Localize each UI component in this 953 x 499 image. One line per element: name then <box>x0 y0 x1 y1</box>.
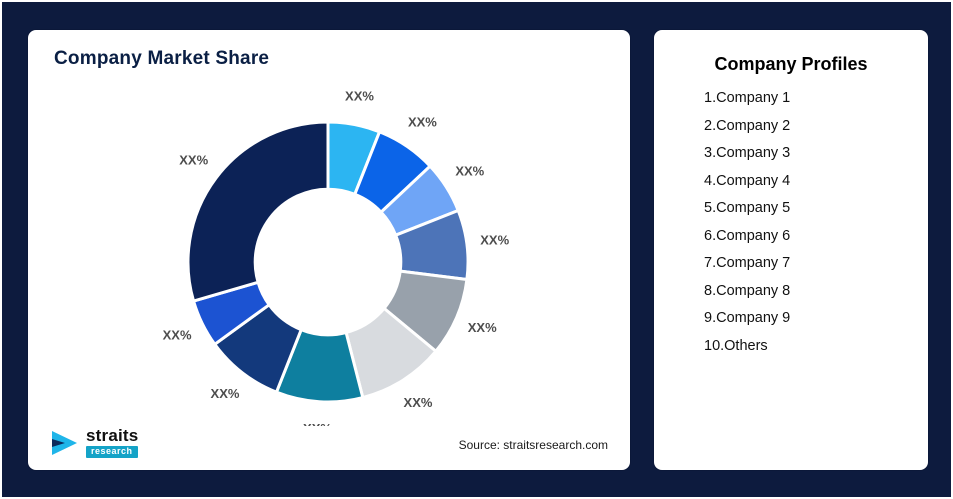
straits-logo-icon <box>52 430 77 455</box>
source-text: Source: straitsresearch.com <box>458 438 608 452</box>
donut-segment <box>186 120 330 303</box>
donut-chart: XX% XX% XX% XX% XX% XX% XX% XX% XX% XX% <box>163 88 510 426</box>
segment-label: XX% <box>468 320 497 335</box>
segment-label: XX% <box>345 88 374 103</box>
company-profiles-card: Company Profiles 1.Company 1 2.Company 2 3… <box>654 30 928 470</box>
profile-list-item: 10.Others <box>704 337 768 354</box>
logo-brand: straits <box>86 426 139 445</box>
profiles-title: Company Profiles <box>714 54 868 74</box>
segment-label: XX% <box>404 395 433 410</box>
segment-label: XX% <box>163 327 192 342</box>
profile-list-item: 8.Company 8 <box>704 282 791 299</box>
segment-label: XX% <box>303 421 332 426</box>
profile-list-item: 2.Company 2 <box>704 117 791 134</box>
chart-title: Company Market Share <box>54 48 270 69</box>
profile-list-item: 7.Company 7 <box>704 255 791 271</box>
segment-label: XX% <box>480 232 509 247</box>
logo-sub: research <box>86 446 138 458</box>
segment-label: XX% <box>455 163 484 178</box>
profiles-list: 1.Company 1 2.Company 2 3.Company 3 4.Compa… <box>654 85 928 360</box>
profile-list-item: 9.Company 9 <box>704 310 791 326</box>
straits-logo-text: straits research <box>86 427 138 458</box>
market-share-card: Company Market Share XX% XX% XX% XX% XX% XX% X… <box>28 30 630 470</box>
segment-label: XX% <box>408 115 437 130</box>
profile-list-item: 6.Company 6 <box>704 227 791 244</box>
profile-list-item: 4.Company 4 <box>704 172 791 189</box>
profile-list-item: 3.Company 3 <box>704 145 791 161</box>
profile-list-item: 5.Company 5 <box>704 200 791 216</box>
segment-label: XX% <box>211 386 240 401</box>
straits-logo: straits research <box>50 427 138 458</box>
segment-label: XX% <box>179 153 208 168</box>
profile-list-item: 1.Company 1 <box>704 90 791 106</box>
